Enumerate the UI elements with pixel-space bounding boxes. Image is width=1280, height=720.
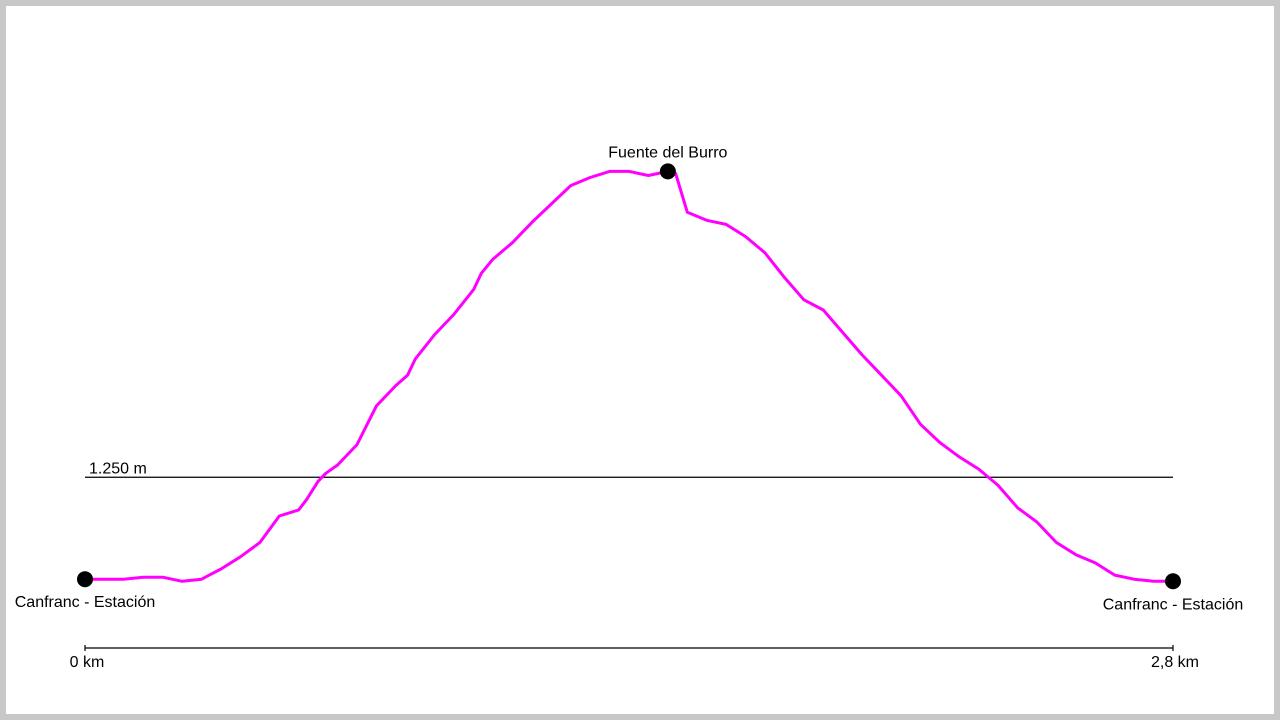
reference-line-label: 1.250 m — [89, 460, 147, 477]
waypoint-label-summit: Fuente del Burro — [608, 144, 727, 161]
elevation-series-line — [83, 169, 1175, 583]
waypoint-marker-start — [77, 571, 93, 588]
x-axis-label-start: 0 km — [70, 654, 105, 671]
x-axis-label-end: 2,8 km — [1151, 654, 1199, 671]
waypoint-label-start: Canfranc - Estación — [15, 594, 156, 611]
waypoint-label-end: Canfranc - Estación — [1103, 596, 1244, 613]
waypoint-marker-end — [1165, 573, 1181, 590]
waypoint-marker-summit — [659, 163, 676, 180]
